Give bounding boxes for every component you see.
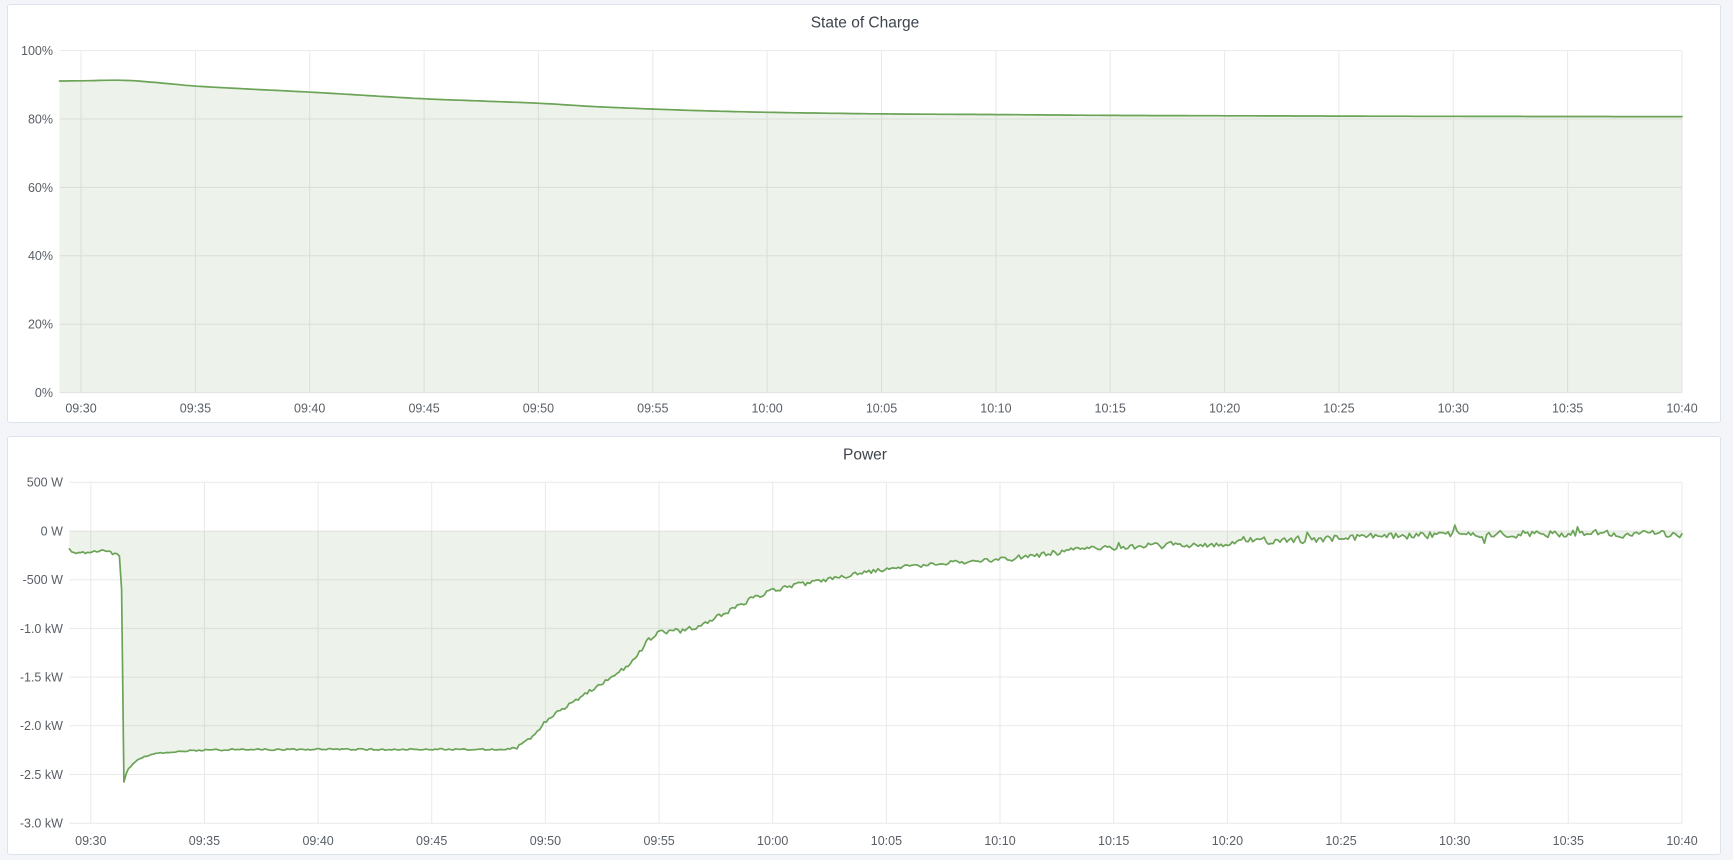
svg-text:20%: 20% (28, 318, 53, 332)
svg-text:Power: Power (843, 447, 887, 464)
svg-text:10:10: 10:10 (980, 402, 1011, 416)
svg-text:-500 W: -500 W (23, 573, 63, 587)
svg-text:10:00: 10:00 (757, 834, 788, 848)
svg-text:-3.0 kW: -3.0 kW (20, 817, 63, 831)
svg-text:10:25: 10:25 (1323, 402, 1354, 416)
svg-text:10:40: 10:40 (1666, 834, 1697, 848)
svg-text:09:35: 09:35 (189, 834, 220, 848)
svg-text:09:50: 09:50 (523, 402, 554, 416)
svg-text:10:05: 10:05 (871, 834, 902, 848)
svg-text:09:55: 09:55 (643, 834, 674, 848)
svg-text:10:35: 10:35 (1553, 834, 1584, 848)
svg-text:10:40: 10:40 (1666, 402, 1697, 416)
svg-text:10:20: 10:20 (1209, 402, 1240, 416)
svg-text:09:50: 09:50 (530, 834, 561, 848)
svg-text:10:15: 10:15 (1095, 402, 1126, 416)
svg-text:0 W: 0 W (41, 524, 63, 538)
svg-text:100%: 100% (21, 44, 53, 58)
svg-text:10:15: 10:15 (1098, 834, 1129, 848)
svg-text:09:30: 09:30 (75, 834, 106, 848)
svg-text:0%: 0% (35, 386, 53, 400)
svg-text:10:00: 10:00 (751, 402, 782, 416)
svg-text:60%: 60% (28, 181, 53, 195)
svg-text:-2.5 kW: -2.5 kW (20, 768, 63, 782)
svg-text:-1.5 kW: -1.5 kW (20, 671, 63, 685)
svg-text:09:40: 09:40 (294, 402, 325, 416)
svg-text:-2.0 kW: -2.0 kW (20, 719, 63, 733)
svg-text:09:35: 09:35 (180, 402, 211, 416)
svg-text:10:05: 10:05 (866, 402, 897, 416)
svg-text:10:10: 10:10 (984, 834, 1015, 848)
svg-text:10:30: 10:30 (1439, 834, 1470, 848)
svg-text:09:45: 09:45 (408, 402, 439, 416)
svg-text:09:45: 09:45 (416, 834, 447, 848)
svg-text:09:40: 09:40 (302, 834, 333, 848)
svg-text:10:35: 10:35 (1552, 402, 1583, 416)
svg-text:10:30: 10:30 (1438, 402, 1469, 416)
svg-text:09:30: 09:30 (65, 402, 96, 416)
svg-text:80%: 80% (28, 112, 53, 126)
svg-text:40%: 40% (28, 249, 53, 263)
svg-text:09:55: 09:55 (637, 402, 668, 416)
svg-text:500 W: 500 W (27, 476, 63, 490)
svg-text:10:20: 10:20 (1212, 834, 1243, 848)
svg-text:-1.0 kW: -1.0 kW (20, 622, 63, 636)
svg-text:10:25: 10:25 (1325, 834, 1356, 848)
svg-text:State of Charge: State of Charge (811, 15, 920, 32)
